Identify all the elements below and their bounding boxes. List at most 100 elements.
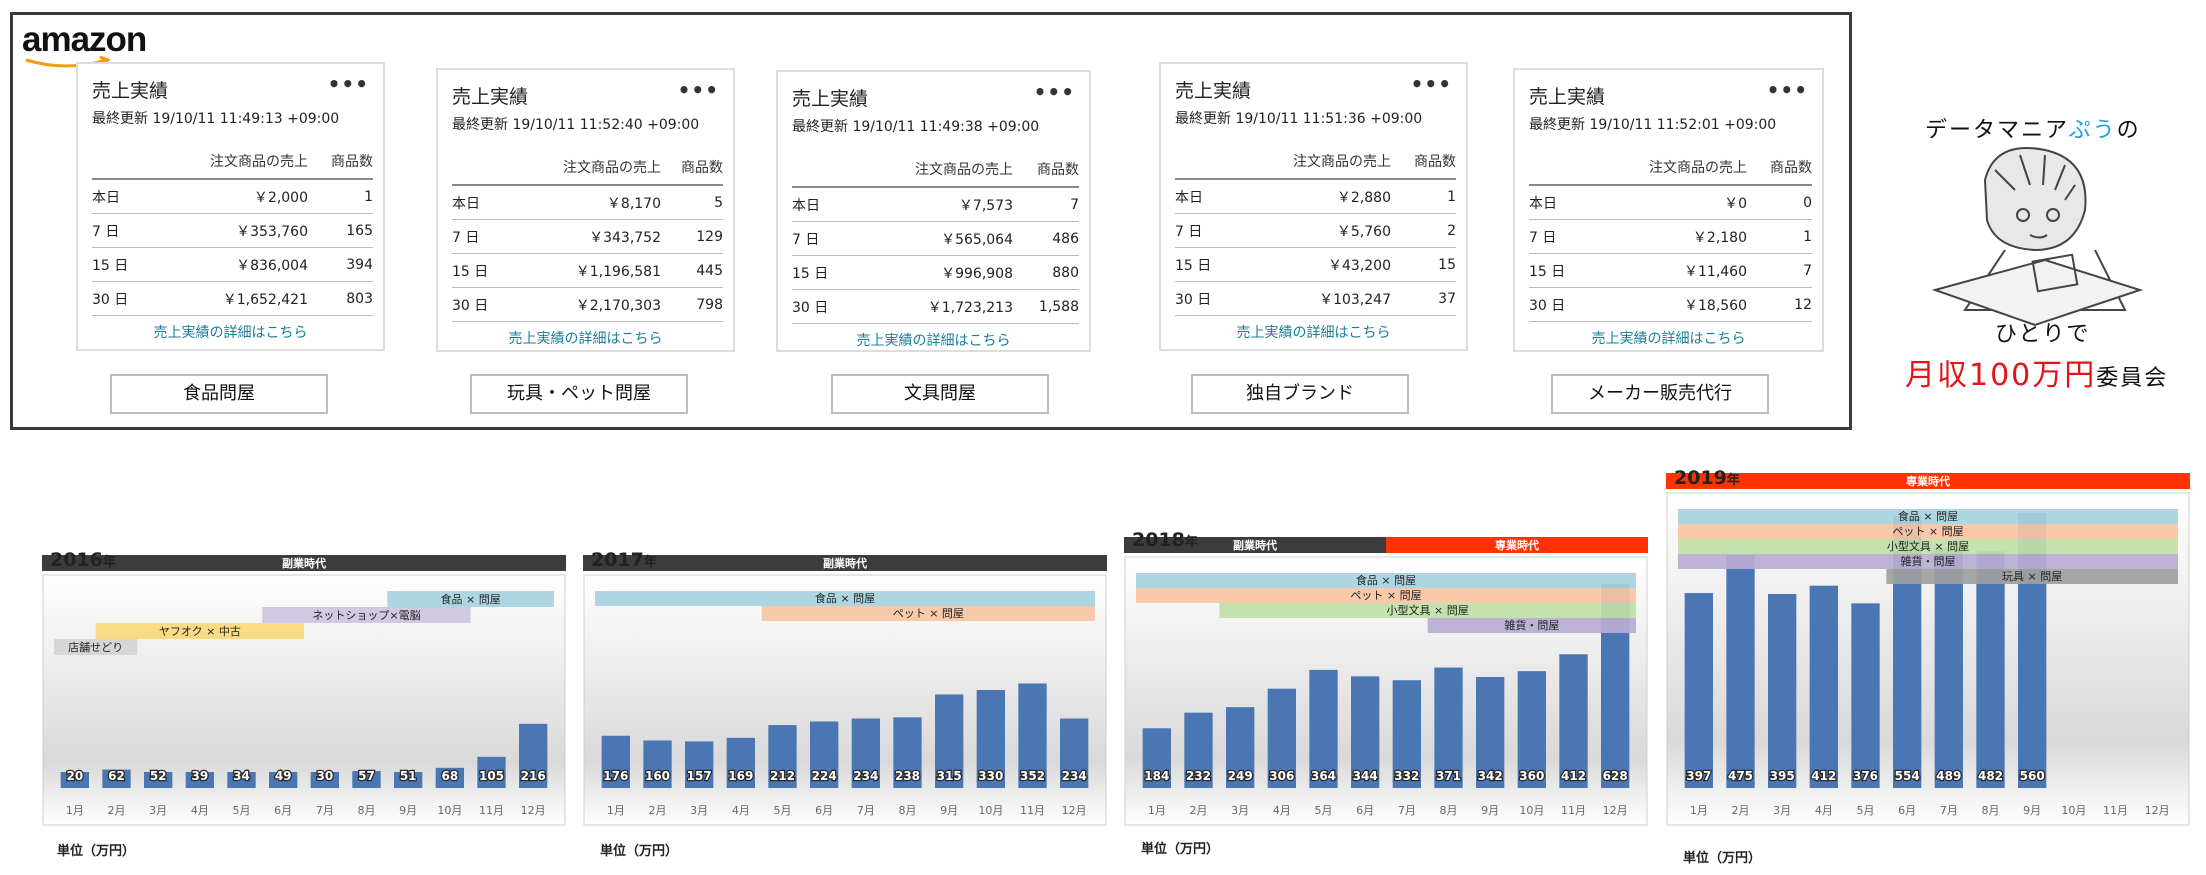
value-label: 376: [1853, 769, 1878, 783]
sales-row: 15 日 ￥43,200 15: [1175, 247, 1456, 282]
sales-value: ￥996,908: [864, 255, 1013, 290]
value-label: 160: [645, 769, 670, 783]
category-button[interactable]: 文具問屋: [831, 374, 1049, 414]
sales-value: ￥343,752: [520, 219, 661, 254]
unit-label: 単位（万円）: [600, 844, 679, 859]
sales-value: ￥8,170: [520, 185, 661, 220]
count-value: 445: [661, 253, 723, 288]
value-label: 62: [108, 769, 125, 783]
year-label: 2016年: [50, 549, 116, 571]
table-header: 注文商品の売上 商品数: [452, 150, 723, 186]
x-tick-label: 7月: [316, 804, 334, 817]
year-label: 2017年: [591, 549, 657, 571]
details-link[interactable]: 売上実績の詳細はこちら: [1591, 331, 1746, 347]
bar: [1684, 593, 1713, 788]
year-number: 2019: [1674, 467, 1727, 489]
category-button[interactable]: 独自ブランド: [1191, 374, 1409, 414]
unit-label: 単位（万円）: [1141, 842, 1220, 857]
sales-table: 注文商品の売上 商品数 本日 ￥8,170 5 7 日 ￥343,752 129…: [452, 150, 723, 322]
details-link[interactable]: 売上実績の詳細はこちら: [153, 325, 308, 341]
value-label: 249: [1228, 769, 1253, 783]
count-value: 394: [308, 247, 373, 282]
sales-row: 15 日 ￥11,460 7: [1529, 253, 1812, 288]
range-band: [262, 607, 471, 623]
period-label: 30 日: [1529, 287, 1600, 322]
year-number: 2017: [591, 549, 644, 571]
more-options-icon[interactable]: •••: [1766, 78, 1808, 102]
period-label: 30 日: [792, 289, 864, 324]
sales-row: 15 日 ￥836,004 394: [92, 247, 373, 282]
range-band: [1427, 618, 1636, 633]
sales-value: ￥1,723,213: [864, 289, 1013, 324]
value-label: 489: [1936, 769, 1961, 783]
sales-value: ￥353,760: [162, 213, 308, 248]
bar: [102, 769, 131, 788]
x-tick-label: 12月: [521, 804, 546, 817]
x-tick-label: 1月: [1148, 804, 1166, 817]
phase-label: 副業時代: [823, 556, 867, 570]
category-button[interactable]: 玩具・ペット問屋: [470, 374, 688, 414]
last-updated: 最終更新 19/10/11 11:49:38 +09:00: [792, 119, 1040, 135]
sales-value: ￥43,200: [1245, 247, 1391, 282]
bar: [1934, 547, 1963, 788]
more-options-icon[interactable]: •••: [1033, 80, 1075, 104]
bar: [144, 772, 173, 788]
more-options-icon[interactable]: •••: [677, 78, 719, 102]
range-band: [95, 623, 304, 639]
details-link[interactable]: 売上実績の詳細はこちら: [1236, 325, 1391, 341]
category-button[interactable]: 食品問屋: [110, 374, 328, 414]
x-tick-label: 2月: [649, 804, 667, 817]
phase-bar: [42, 555, 566, 571]
value-label: 332: [1394, 769, 1419, 783]
year-suffix: 年: [1185, 534, 1198, 550]
value-label: 352: [1020, 769, 1045, 783]
more-options-icon[interactable]: •••: [1410, 72, 1452, 96]
details-link[interactable]: 売上実績の詳細はこちら: [856, 333, 1011, 349]
x-tick-label: 2月: [1732, 804, 1750, 817]
bar: [1142, 728, 1171, 788]
period-label: 本日: [452, 185, 520, 220]
value-label: 105: [479, 769, 504, 783]
bar: [1184, 712, 1213, 788]
table-header: 注文商品の売上 商品数: [1529, 150, 1812, 186]
sales-row: 30 日 ￥1,652,421 803: [92, 281, 373, 316]
count-value: 0: [1747, 185, 1812, 220]
x-tick-label: 8月: [358, 804, 376, 817]
more-options-icon[interactable]: •••: [327, 72, 369, 96]
value-label: 57: [358, 769, 375, 783]
x-tick-label: 6月: [815, 804, 833, 817]
x-tick-label: 4月: [1815, 804, 1833, 817]
phase-bar: [1386, 537, 1648, 553]
range-label: ヤフオク × 中古: [159, 625, 241, 638]
bar: [185, 772, 214, 788]
period-label: 15 日: [92, 247, 162, 282]
x-tick-label: 5月: [233, 804, 251, 817]
sales-value: ￥1,196,581: [520, 253, 661, 288]
col-count: 商品数: [308, 144, 373, 180]
value-label: 224: [812, 769, 837, 783]
count-value: 165: [308, 213, 373, 248]
details-link[interactable]: 売上実績の詳細はこちら: [508, 331, 663, 347]
range-label: 店舗せどり: [68, 640, 123, 654]
value-label: 157: [687, 769, 712, 783]
x-tick-label: 12月: [1062, 804, 1087, 817]
sales-table: 注文商品の売上 商品数 本日 ￥7,573 7 7 日 ￥565,064 486…: [792, 152, 1079, 324]
sales-row: 7 日 ￥5,760 2: [1175, 213, 1456, 248]
bar: [1768, 594, 1797, 788]
count-value: 7: [1013, 187, 1079, 222]
category-button[interactable]: メーカー販売代行: [1551, 374, 1769, 414]
range-label: 小型文具 × 問屋: [1387, 603, 1469, 617]
sales-card: 売上実績 ••• 最終更新 19/10/11 11:51:36 +09:00 注…: [1159, 62, 1468, 351]
range-label: 食品 × 問屋: [1356, 573, 1416, 587]
col-count: 商品数: [661, 150, 723, 186]
sales-row: 本日 ￥2,880 1: [1175, 179, 1456, 214]
x-tick-label: 6月: [1898, 804, 1916, 817]
sales-row: 7 日 ￥2,180 1: [1529, 219, 1812, 254]
x-tick-label: 2月: [1190, 804, 1208, 817]
range-label: 食品 × 問屋: [441, 592, 501, 606]
count-value: 5: [661, 185, 723, 220]
period-label: 15 日: [1175, 247, 1245, 282]
x-tick-label: 12月: [2145, 804, 2170, 817]
